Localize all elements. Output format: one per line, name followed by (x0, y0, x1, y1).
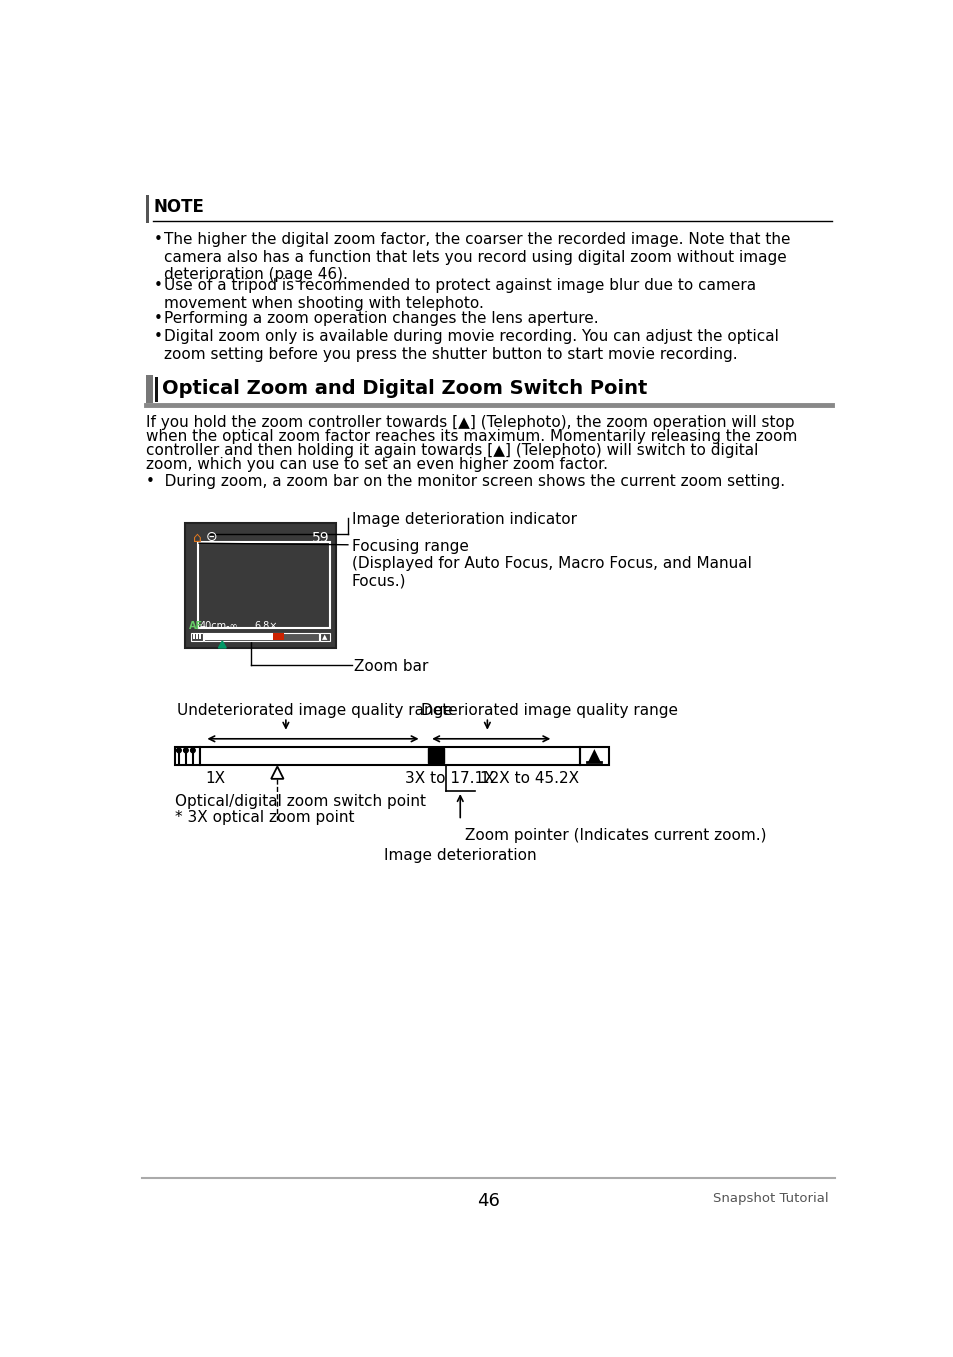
Text: when the optical zoom factor reaches its maximum. Momentarily releasing the zoom: when the optical zoom factor reaches its… (146, 429, 797, 444)
Bar (579, 746, 608, 765)
Text: Undeteriorated image quality range: Undeteriorated image quality range (177, 703, 453, 718)
Text: Performing a zoom operation changes the lens aperture.: Performing a zoom operation changes the … (164, 311, 598, 326)
Text: 6.8×: 6.8× (254, 622, 278, 631)
Text: Zoom pointer (Indicates current zoom.): Zoom pointer (Indicates current zoom.) (464, 828, 765, 843)
Text: 40cm-∞: 40cm-∞ (199, 622, 237, 631)
Text: Optical Zoom and Digital Zoom Switch Point: Optical Zoom and Digital Zoom Switch Poi… (162, 379, 646, 398)
Text: ⊝: ⊝ (205, 531, 216, 544)
Text: Optical/digital zoom switch point: Optical/digital zoom switch point (174, 794, 426, 809)
Text: AF: AF (189, 622, 203, 631)
Bar (146, 195, 150, 223)
Text: ⌂: ⌂ (193, 531, 201, 546)
Circle shape (191, 748, 195, 753)
Bar (195, 634, 198, 639)
Text: If you hold the zoom controller towards [▲] (Telephoto), the zoom operation will: If you hold the zoom controller towards … (146, 415, 794, 430)
Bar (204, 632, 319, 641)
Bar (319, 632, 330, 641)
Text: Use of a tripod is recommended to protect against image blur due to camera
movem: Use of a tripod is recommended to protec… (164, 278, 756, 311)
Bar (199, 746, 579, 765)
Text: 46: 46 (477, 1191, 499, 1209)
Bar (199, 634, 201, 639)
Text: •  During zoom, a zoom bar on the monitor screen shows the current zoom setting.: • During zoom, a zoom bar on the monitor… (146, 474, 784, 489)
Text: •: • (153, 311, 162, 326)
Bar (197, 541, 330, 628)
Text: Image deterioration: Image deterioration (383, 848, 536, 863)
Text: ▲: ▲ (322, 634, 328, 639)
Circle shape (183, 748, 188, 753)
Bar (273, 634, 283, 641)
Polygon shape (271, 767, 283, 779)
Text: ▲: ▲ (587, 746, 600, 765)
Text: 3X to 17.1X: 3X to 17.1X (405, 771, 495, 786)
Circle shape (176, 748, 181, 753)
Text: Snapshot Tutorial: Snapshot Tutorial (712, 1191, 827, 1205)
Text: •: • (153, 278, 162, 293)
Text: zoom, which you can use to set an even higher zoom factor.: zoom, which you can use to set an even h… (146, 457, 608, 472)
Bar (204, 634, 273, 641)
Bar (154, 377, 158, 402)
Polygon shape (218, 641, 226, 647)
Text: 1X: 1X (205, 771, 225, 786)
Bar (174, 746, 199, 765)
Text: Digital zoom only is available during movie recording. You can adjust the optica: Digital zoom only is available during mo… (164, 330, 779, 361)
Text: * 3X optical zoom point: * 3X optical zoom point (174, 810, 355, 825)
Text: 59: 59 (312, 531, 330, 546)
Text: 12X to 45.2X: 12X to 45.2X (480, 771, 578, 786)
Text: •: • (153, 330, 162, 345)
Bar (192, 632, 203, 641)
Text: Image deterioration indicator: Image deterioration indicator (352, 512, 577, 527)
Bar (146, 376, 153, 403)
Bar (193, 634, 195, 639)
Bar (428, 748, 443, 764)
Text: •: • (153, 232, 162, 247)
Text: The higher the digital zoom factor, the coarser the recorded image. Note that th: The higher the digital zoom factor, the … (164, 232, 790, 282)
Text: Zoom bar: Zoom bar (354, 658, 428, 673)
Text: Deteriorated image quality range: Deteriorated image quality range (421, 703, 678, 718)
Bar (185, 524, 335, 647)
Text: NOTE: NOTE (153, 198, 204, 216)
Text: controller and then holding it again towards [▲] (Telephoto) will switch to digi: controller and then holding it again tow… (146, 444, 758, 459)
Text: Focusing range
(Displayed for Auto Focus, Macro Focus, and Manual
Focus.): Focusing range (Displayed for Auto Focus… (352, 539, 751, 589)
